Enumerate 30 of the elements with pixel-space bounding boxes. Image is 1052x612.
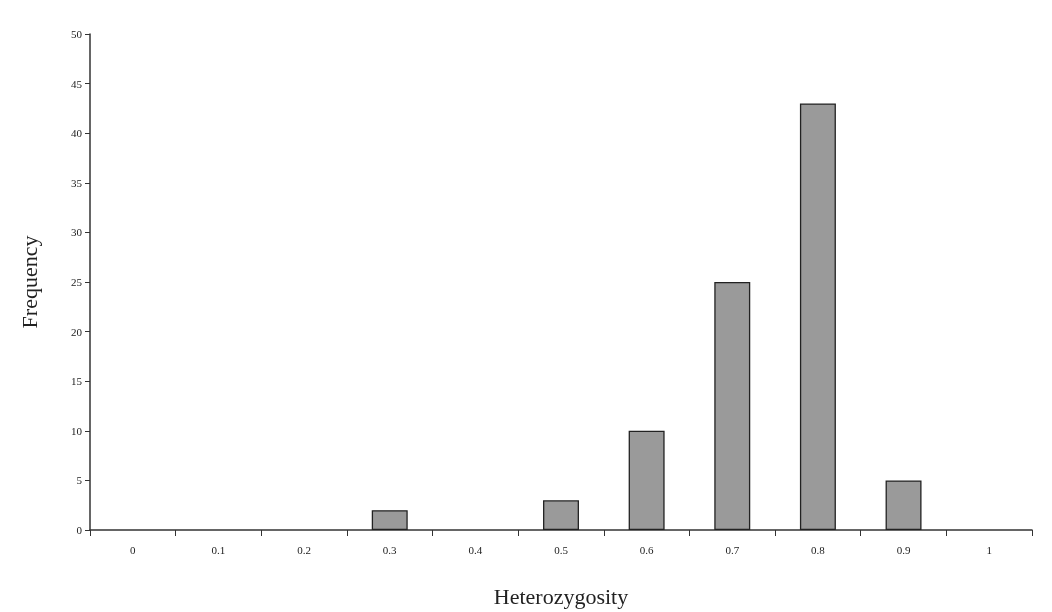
x-tick-label: 0.8: [811, 543, 826, 556]
y-tick-label: 50: [71, 28, 83, 40]
bar: [371, 510, 408, 530]
y-tick-label: 0: [76, 524, 83, 536]
y-tick-label: 25: [71, 276, 83, 288]
x-tick-label: 0.1: [211, 543, 226, 556]
x-tick-label: 0.6: [639, 543, 655, 556]
bar: [885, 480, 922, 530]
x-tick-label: 1: [986, 543, 992, 556]
y-tick-label: 30: [71, 226, 83, 239]
x-tick-label: 0.3: [382, 543, 398, 556]
y-tick-label: 40: [71, 127, 83, 140]
x-tick-label: 0.4: [468, 543, 483, 556]
y-tick-label: 35: [71, 176, 83, 189]
bar: [543, 500, 579, 530]
x-tick-label: 0.2: [297, 543, 311, 556]
y-tick-label: 15: [71, 375, 83, 388]
y-tick-label: 5: [76, 474, 83, 487]
y-tick-label: 20: [71, 325, 83, 338]
bar: [714, 282, 751, 530]
bar: [628, 430, 665, 530]
y-tick-label: 10: [71, 424, 83, 437]
bar: [799, 103, 836, 530]
x-tick-label: 0.7: [725, 543, 740, 556]
y-axis-title: Frequency: [16, 235, 42, 329]
x-axis-title: Heterozygosity: [493, 583, 629, 609]
x-tick-label: 0: [130, 543, 137, 556]
y-tick-label: 45: [71, 77, 83, 90]
x-tick-label: 0.5: [554, 543, 569, 556]
x-tick-label: 0.9: [896, 543, 911, 556]
